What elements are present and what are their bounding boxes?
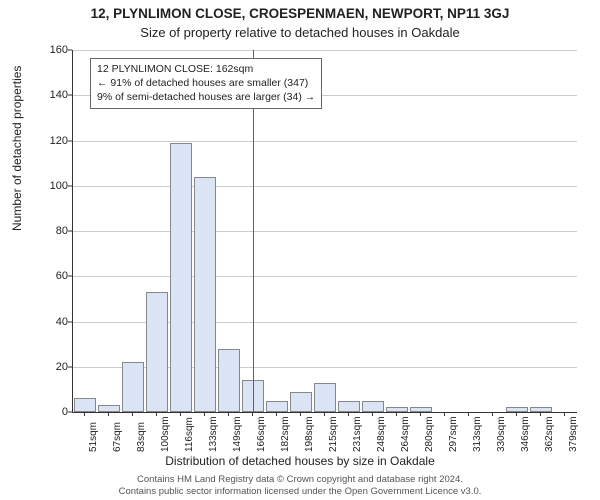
x-tick-mark (444, 412, 445, 416)
x-tick-label: 379sqm (568, 416, 579, 452)
gridline (73, 276, 577, 277)
x-tick-mark (300, 412, 301, 416)
gridline (73, 231, 577, 232)
histogram-bar (506, 407, 528, 412)
histogram-bar (410, 407, 432, 412)
x-tick-label: 83sqm (136, 422, 147, 452)
x-tick-label: 166sqm (256, 416, 267, 452)
y-tick-label: 100 (40, 180, 68, 192)
footer-line-1: Contains HM Land Registry data © Crown c… (0, 474, 600, 486)
x-tick-label: 149sqm (232, 416, 243, 452)
x-tick-label: 280sqm (424, 416, 435, 452)
x-tick-mark (492, 412, 493, 416)
x-tick-label: 330sqm (496, 416, 507, 452)
histogram-bar (530, 407, 552, 412)
x-tick-mark (228, 412, 229, 416)
x-tick-label: 215sqm (328, 416, 339, 452)
x-tick-mark (420, 412, 421, 416)
gridline (73, 50, 577, 51)
y-axis-label: Number of detached properties (10, 66, 24, 231)
x-tick-label: 116sqm (184, 417, 195, 452)
histogram-bar (218, 349, 240, 412)
x-tick-mark (276, 412, 277, 416)
y-tick-mark (68, 50, 72, 51)
histogram-bar (74, 398, 96, 412)
histogram-bar (194, 177, 216, 412)
chart-title-address: 12, PLYNLIMON CLOSE, CROESPENMAEN, NEWPO… (0, 6, 600, 21)
x-tick-label: 297sqm (448, 416, 459, 452)
y-tick-mark (68, 276, 72, 277)
y-tick-label: 160 (40, 44, 68, 56)
y-tick-label: 40 (40, 316, 68, 328)
gridline (73, 186, 577, 187)
x-tick-label: 248sqm (376, 416, 387, 452)
property-annotation-box: 12 PLYNLIMON CLOSE: 162sqm← 91% of detac… (90, 58, 322, 109)
histogram-bar (266, 401, 288, 412)
x-tick-mark (348, 412, 349, 416)
x-tick-label: 133sqm (208, 416, 219, 452)
chart-container: { "titles": { "line1": "12, PLYNLIMON CL… (0, 0, 600, 500)
x-tick-mark (540, 412, 541, 416)
x-tick-mark (180, 412, 181, 416)
y-tick-mark (68, 321, 72, 322)
x-tick-label: 264sqm (400, 416, 411, 452)
y-tick-mark (68, 412, 72, 413)
x-tick-mark (156, 412, 157, 416)
x-tick-mark (204, 412, 205, 416)
x-tick-mark (132, 412, 133, 416)
histogram-bar (98, 405, 120, 412)
x-tick-label: 346sqm (520, 416, 531, 452)
y-tick-mark (68, 185, 72, 186)
histogram-bar (386, 407, 408, 412)
x-tick-label: 313sqm (472, 416, 483, 452)
histogram-bar (122, 362, 144, 412)
gridline (73, 141, 577, 142)
x-tick-mark (516, 412, 517, 416)
x-tick-label: 231sqm (352, 416, 363, 452)
y-tick-label: 0 (40, 406, 68, 418)
histogram-bar (362, 401, 384, 412)
x-tick-mark (252, 412, 253, 416)
x-tick-label: 51sqm (88, 422, 99, 452)
x-tick-mark (84, 412, 85, 416)
y-tick-mark (68, 366, 72, 367)
x-axis-label: Distribution of detached houses by size … (0, 454, 600, 468)
y-tick-mark (68, 231, 72, 232)
y-tick-label: 20 (40, 361, 68, 373)
histogram-bar (146, 292, 168, 412)
y-tick-label: 60 (40, 270, 68, 282)
y-tick-mark (68, 140, 72, 141)
histogram-bar (314, 383, 336, 412)
x-tick-label: 182sqm (280, 416, 291, 452)
y-tick-label: 80 (40, 225, 68, 237)
annotation-line: ← 91% of detached houses are smaller (34… (97, 76, 315, 90)
x-tick-mark (396, 412, 397, 416)
histogram-bar (338, 401, 360, 412)
x-tick-mark (108, 412, 109, 416)
x-tick-mark (324, 412, 325, 416)
histogram-bar (290, 392, 312, 412)
x-tick-label: 198sqm (304, 416, 315, 452)
x-tick-mark (564, 412, 565, 416)
histogram-bar (170, 143, 192, 412)
chart-subtitle: Size of property relative to detached ho… (0, 25, 600, 40)
y-tick-label: 120 (40, 135, 68, 147)
y-tick-label: 140 (40, 89, 68, 101)
x-tick-label: 67sqm (112, 422, 123, 452)
x-tick-mark (372, 412, 373, 416)
x-tick-mark (468, 412, 469, 416)
footer-attribution: Contains HM Land Registry data © Crown c… (0, 474, 600, 498)
annotation-line: 9% of semi-detached houses are larger (3… (97, 90, 315, 104)
annotation-line: 12 PLYNLIMON CLOSE: 162sqm (97, 62, 315, 76)
x-tick-label: 100sqm (160, 416, 171, 452)
y-tick-mark (68, 95, 72, 96)
footer-line-2: Contains public sector information licen… (0, 486, 600, 498)
x-tick-label: 362sqm (544, 416, 555, 452)
